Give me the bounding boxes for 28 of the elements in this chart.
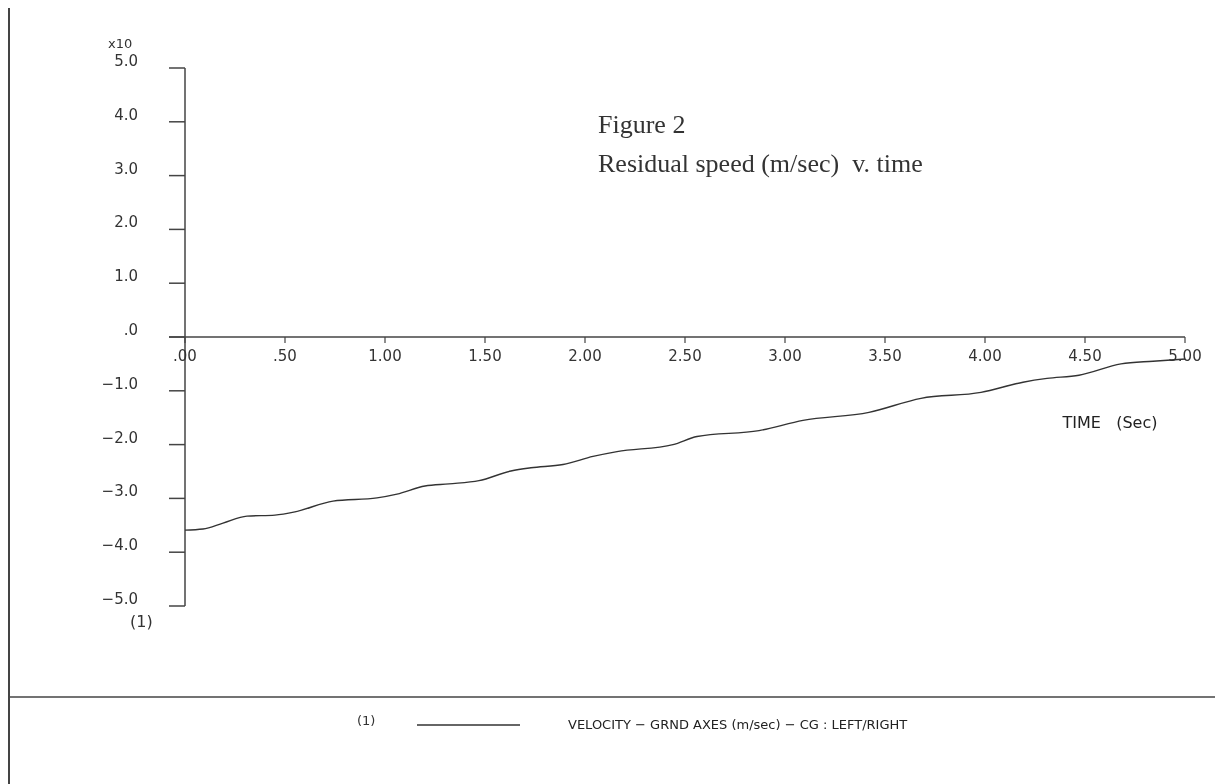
y-tick-label: −3.0 [101, 482, 138, 501]
x-tick-label: .50 [273, 347, 297, 365]
x-tick-label: 2.00 [568, 347, 602, 365]
text: (1) [130, 612, 153, 631]
y-tick-label: 5.0 [114, 52, 138, 70]
x-tick-label: 5.00 [1168, 347, 1202, 365]
y-tick-label: 4.0 [114, 105, 138, 124]
y-tick-label: −2.0 [101, 428, 138, 447]
text: (1) [357, 713, 376, 728]
x-tick-label: 2.50 [668, 347, 702, 365]
text: x10 [108, 36, 133, 51]
x-tick-label: 3.50 [868, 347, 902, 365]
x-tick-label: 1.00 [368, 347, 402, 365]
text: VELOCITY − GRND AXES (m/sec) − CG : LEFT/RIGHT [568, 717, 908, 732]
text: Figure 2 [598, 110, 686, 139]
x-tick-label: 4.50 [1068, 347, 1102, 365]
y-tick-label: 3.0 [114, 159, 138, 178]
x-tick-label: 4.00 [968, 347, 1002, 365]
text: Residual speed (m/sec) v. time [598, 149, 923, 178]
y-tick-label: −1.0 [101, 374, 138, 393]
x-tick-label: 3.00 [768, 347, 802, 365]
x-tick-label: 1.50 [468, 347, 502, 365]
y-tick-label: −4.0 [101, 536, 138, 555]
y-tick-label: 1.0 [114, 267, 138, 286]
y-tick-label: −5.0 [101, 590, 138, 608]
x-axis-title: TIME (Sec) [1061, 413, 1158, 432]
y-tick-label: .0 [123, 321, 138, 339]
y-tick-label: 2.0 [114, 213, 138, 232]
